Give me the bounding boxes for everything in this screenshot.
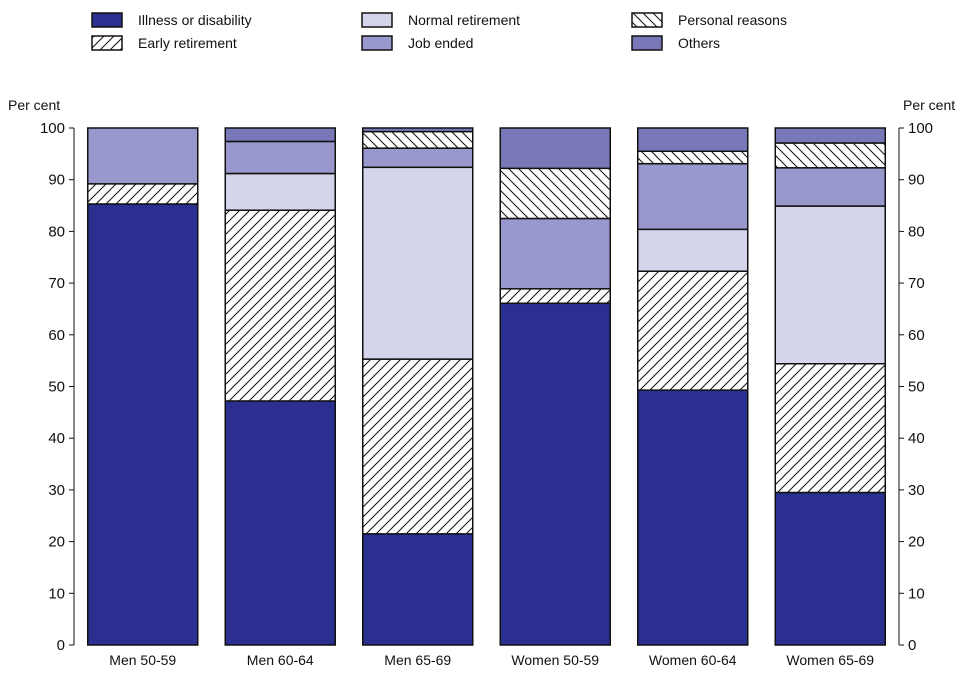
bar-segment-men-60-64-others xyxy=(224,127,336,143)
y-tick-label-right: 0 xyxy=(908,637,916,654)
y-tick-label-left: 50 xyxy=(48,379,65,396)
y-tick-label-left: 60 xyxy=(48,327,65,344)
y-tick-label-left: 0 xyxy=(57,637,65,654)
y-tick-label-right: 40 xyxy=(908,430,925,447)
x-tick-label: Men 60-64 xyxy=(247,652,314,668)
y-tick-label-left: 40 xyxy=(48,430,65,447)
legend-swatch-personal-reasons xyxy=(631,12,663,28)
bar-segment-men-60-64-illness-or-disability xyxy=(224,400,336,646)
bar-segment-women-60-64-illness-or-disability xyxy=(637,389,749,646)
bar-segment-men-65-69-others xyxy=(362,127,474,133)
bar-segment-women-60-64-others xyxy=(637,127,749,153)
bar-men-50-59 xyxy=(87,127,199,646)
bar-segment-women-65-69-others xyxy=(774,127,886,144)
y-tick-label-left: 100 xyxy=(40,120,65,137)
y-tick-label-left: 30 xyxy=(48,482,65,499)
y-tick-label-left: 70 xyxy=(48,275,65,292)
bar-segment-women-65-69-illness-or-disability xyxy=(774,491,886,646)
bar-segment-women-60-64-personal-reasons xyxy=(637,150,749,165)
x-tick-label: Men 50-59 xyxy=(109,652,176,668)
bar-women-60-64 xyxy=(637,127,749,646)
y-tick-label-right: 80 xyxy=(908,223,925,240)
bar-segment-women-60-64-normal-retirement xyxy=(637,228,749,272)
legend-label-illness-or-disability: Illness or disability xyxy=(138,12,252,28)
legend: Illness or disability Early retirement Nor… xyxy=(91,12,787,51)
bar-segment-women-65-69-personal-reasons xyxy=(774,142,886,169)
bar-segment-men-65-69-early-retirement xyxy=(362,358,474,535)
bar-segment-men-65-69-illness-or-disability xyxy=(362,533,474,646)
legend-swatch-others xyxy=(631,35,663,51)
y-tick-label-right: 20 xyxy=(908,534,925,551)
y-tick-label-right: 100 xyxy=(908,120,933,137)
legend-swatch-illness-or-disability xyxy=(91,12,123,28)
legend-swatch-early-retirement xyxy=(91,35,123,51)
x-tick-label: Women 60-64 xyxy=(649,652,737,668)
bar-segment-men-65-69-normal-retirement xyxy=(362,166,474,360)
y-axis-label-right: Per cent xyxy=(903,97,955,113)
bar-segment-women-65-69-job-ended xyxy=(774,167,886,207)
x-tick-label: Women 65-69 xyxy=(786,652,874,668)
y-tick-label-left: 10 xyxy=(48,585,65,602)
bar-men-65-69 xyxy=(362,127,474,646)
y-tick-label-right: 90 xyxy=(908,172,925,189)
y-tick-label-right: 70 xyxy=(908,275,925,292)
bar-segment-men-50-59-illness-or-disability xyxy=(87,203,199,646)
bar-segment-women-50-59-others xyxy=(499,127,611,170)
y-tick-label-right: 60 xyxy=(908,327,925,344)
y-tick-label-left: 90 xyxy=(48,172,65,189)
bar-segment-women-50-59-illness-or-disability xyxy=(499,302,611,646)
y-tick-label-left: 20 xyxy=(48,534,65,551)
bar-women-50-59 xyxy=(499,127,611,646)
legend-label-personal-reasons: Personal reasons xyxy=(678,12,787,28)
bar-segment-men-65-69-job-ended xyxy=(362,147,474,169)
bar-segment-men-60-64-job-ended xyxy=(224,140,336,175)
x-tick-label: Women 50-59 xyxy=(511,652,599,668)
bar-segment-men-50-59-job-ended xyxy=(87,127,199,185)
bar-segment-men-50-59-early-retirement xyxy=(87,183,199,205)
legend-label-job-ended: Job ended xyxy=(408,35,473,51)
y-tick-label-right: 30 xyxy=(908,482,925,499)
legend-label-normal-retirement: Normal retirement xyxy=(408,12,520,28)
bar-segment-men-65-69-personal-reasons xyxy=(362,130,474,149)
legend-swatch-normal-retirement xyxy=(361,12,393,28)
legend-label-others: Others xyxy=(678,35,720,51)
bar-segment-women-50-59-job-ended xyxy=(499,217,611,290)
bar-segment-women-50-59-early-retirement xyxy=(499,288,611,305)
bar-segment-women-60-64-job-ended xyxy=(637,162,749,231)
y-axis-label-left: Per cent xyxy=(8,97,60,113)
bar-segment-women-50-59-personal-reasons xyxy=(499,167,611,220)
legend-swatch-job-ended xyxy=(361,35,393,51)
y-tick-label-right: 50 xyxy=(908,379,925,396)
x-tick-label: Men 65-69 xyxy=(384,652,451,668)
bar-segment-women-65-69-normal-retirement xyxy=(774,205,886,365)
bar-women-65-69 xyxy=(774,127,886,646)
bar-segment-women-65-69-early-retirement xyxy=(774,363,886,494)
bar-men-60-64 xyxy=(224,127,336,646)
bar-segment-men-60-64-normal-retirement xyxy=(224,172,336,211)
bar-segment-women-60-64-early-retirement xyxy=(637,270,749,391)
y-tick-label-left: 80 xyxy=(48,223,65,240)
legend-label-early-retirement: Early retirement xyxy=(138,35,237,51)
y-tick-label-right: 10 xyxy=(908,585,925,602)
bar-segment-men-60-64-early-retirement xyxy=(224,209,336,402)
